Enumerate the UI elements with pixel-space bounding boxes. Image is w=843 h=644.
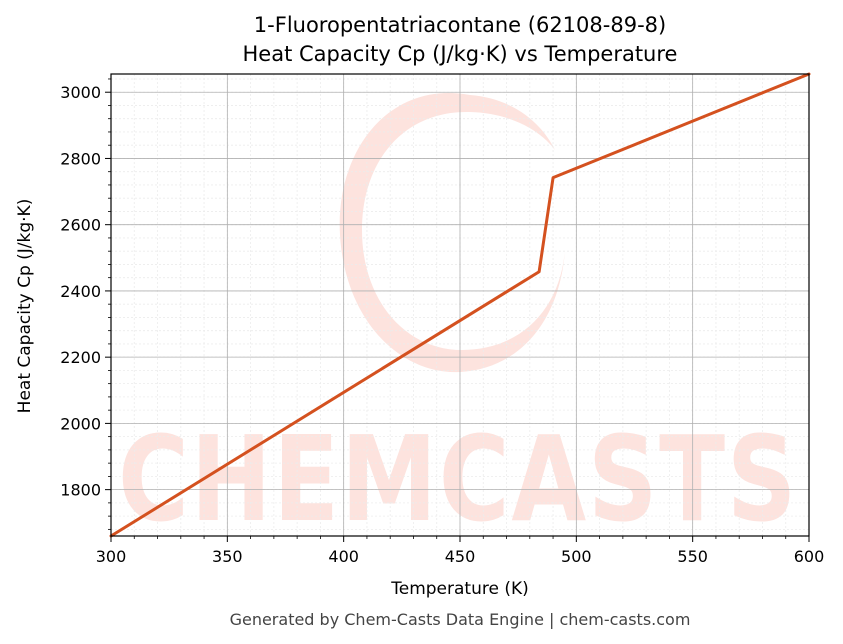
y-tick-label: 2000 <box>60 414 101 433</box>
y-tick-label: 2600 <box>60 216 101 235</box>
series-layer <box>109 72 811 538</box>
footer-credit: Generated by Chem-Casts Data Engine | ch… <box>230 610 691 629</box>
y-tick-label: 2800 <box>60 149 101 168</box>
x-tick-label: 550 <box>677 547 708 566</box>
y-tick-label: 2200 <box>60 348 101 367</box>
chart-title-line-2: Heat Capacity Cp (J/kg·K) vs Temperature <box>243 42 678 66</box>
x-tick-label: 500 <box>561 547 592 566</box>
watermark-swirl <box>339 92 565 373</box>
x-tick-label: 600 <box>794 547 825 566</box>
x-tick-label: 400 <box>328 547 359 566</box>
series-line-0 <box>109 72 811 538</box>
x-tick-label: 300 <box>96 547 127 566</box>
y-tick-label: 1800 <box>60 481 101 500</box>
watermark: CHEMCASTS <box>118 92 798 548</box>
x-tick-label: 450 <box>445 547 476 566</box>
y-tick-label: 2400 <box>60 282 101 301</box>
x-axis-label: Temperature (K) <box>390 579 529 599</box>
x-tick-label: 350 <box>212 547 243 566</box>
y-tick-label: 3000 <box>60 83 101 102</box>
y-axis-label: Heat Capacity Cp (J/kg·K) <box>15 199 35 414</box>
chart-title-line-1: 1-Fluoropentatriacontane (62108-89-8) <box>254 13 666 37</box>
axes: 300 350 400 450 500 550 600 1800 2000 2200 2400 260… <box>60 73 825 566</box>
watermark-text: CHEMCASTS <box>118 410 798 548</box>
